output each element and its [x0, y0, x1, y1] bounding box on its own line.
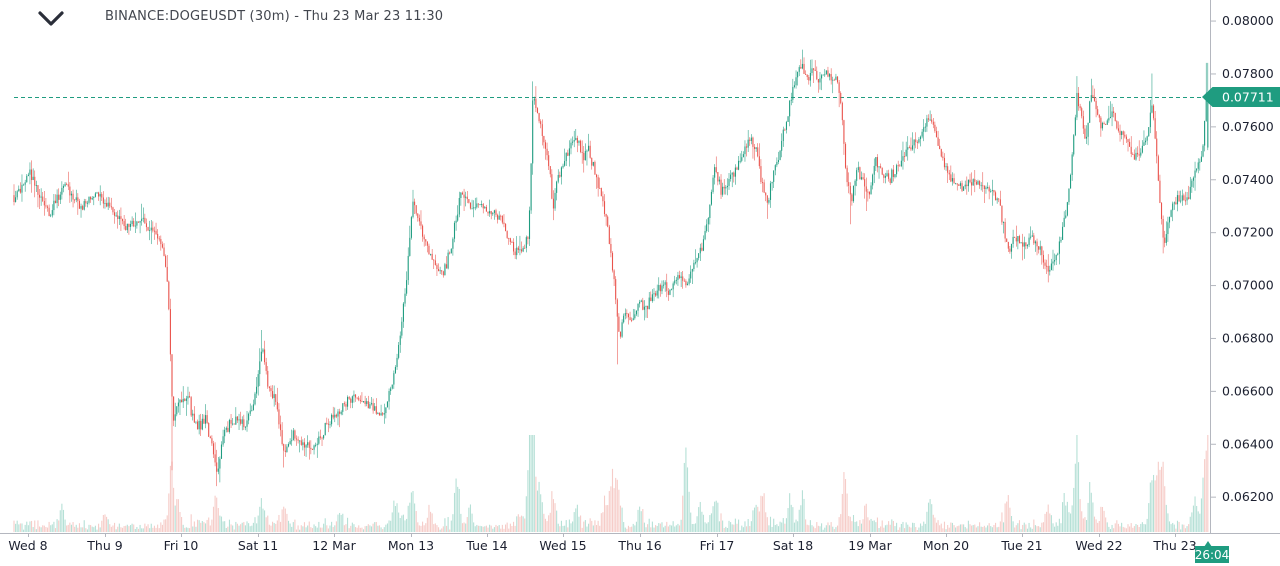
time-tick-label: Sat 11 — [238, 538, 278, 553]
price-tick-label: 0.06800 — [1222, 330, 1274, 345]
time-tick-label: Mon 20 — [923, 538, 969, 553]
volume-histogram — [13, 435, 1209, 532]
time-tick-label: Thu 16 — [617, 538, 661, 553]
time-tick-label: 19 Mar — [848, 538, 892, 553]
time-tick-label: Wed 8 — [8, 538, 47, 553]
time-tick-label: Tue 21 — [1000, 538, 1042, 553]
time-tick-label: Wed 22 — [1075, 538, 1122, 553]
time-tick-label: Fri 17 — [700, 538, 735, 553]
price-tick-label: 0.07000 — [1222, 278, 1274, 293]
price-tick-label: 0.08000 — [1222, 13, 1274, 28]
price-tick-label: 0.07800 — [1222, 66, 1274, 81]
countdown-value: 26:04 — [1195, 548, 1230, 562]
time-tick-label: Sat 18 — [773, 538, 813, 553]
time-tick-label: Mon 13 — [388, 538, 434, 553]
axes — [0, 0, 1280, 534]
time-tick-label: 12 Mar — [312, 538, 356, 553]
price-tick-label: 0.06600 — [1222, 383, 1274, 398]
symbol-title: BINANCE:DOGEUSDT (30m) - Thu 23 Mar 23 1… — [105, 9, 444, 24]
price-tick-label: 0.07400 — [1222, 172, 1274, 187]
price-scale[interactable]: 0.08000 0.07800 0.07600 0.07400 0.07200 0.070… — [1210, 13, 1274, 504]
price-tick-label: 0.06200 — [1222, 489, 1274, 504]
time-scale[interactable]: Wed 8 Thu 9 Fri 10 Sat 11 12 Mar Mon 13 Tue 14… — [8, 533, 1197, 553]
last-price-label: 0.07711 — [1202, 87, 1280, 107]
countdown-label: 26:04 — [1195, 541, 1230, 563]
time-tick-label: Thu 23 — [1152, 538, 1196, 553]
time-tick-label: Wed 15 — [539, 538, 586, 553]
last-price-value: 0.07711 — [1222, 90, 1274, 105]
time-tick-label: Fri 10 — [164, 538, 199, 553]
chevron-down-icon[interactable] — [36, 8, 66, 30]
price-tick-label: 0.07200 — [1222, 225, 1274, 240]
price-tick-label: 0.06400 — [1222, 436, 1274, 451]
candlesticks[interactable] — [13, 49, 1209, 487]
chart-header: BINANCE:DOGEUSDT (30m) - Thu 23 Mar 23 1… — [0, 0, 900, 36]
time-tick-label: Thu 9 — [86, 538, 122, 553]
price-tick-label: 0.07600 — [1222, 119, 1274, 134]
time-tick-label: Tue 14 — [465, 538, 507, 553]
